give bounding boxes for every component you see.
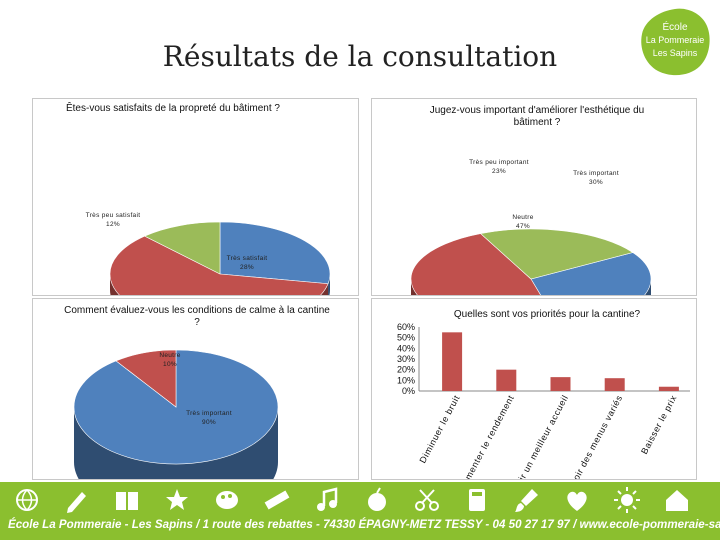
pie-slice-label: Neutre [159, 352, 180, 359]
calculator-icon [469, 489, 485, 511]
bar [658, 386, 679, 391]
pie-slice-value: 30% [589, 179, 603, 186]
sun-icon [614, 487, 640, 513]
pie-slice [115, 349, 177, 408]
house-icon [666, 490, 688, 511]
chart-panel-calme: Comment évaluez-vous les conditions de c… [32, 298, 359, 480]
pie-slice [109, 235, 329, 295]
footer-contact: École La Pommeraie - Les Sapins / 1 rout… [8, 518, 720, 531]
pie-slice-side [74, 407, 278, 479]
pie-slice-value: 10% [163, 361, 177, 368]
pie-chart-esthetique: Très important 30% Neutre 47% Très peu impor… [410, 159, 652, 295]
pie-slice-label: Très peu important [469, 159, 529, 166]
heart-icon [567, 491, 587, 511]
y-tick-label: 0% [402, 386, 415, 396]
brush-icon [515, 489, 538, 512]
page-title: Résultats de la consultation [162, 40, 558, 73]
pie-chart-calme: Très important 90% Neutre 10% [73, 349, 279, 479]
ruler-icon [264, 490, 290, 510]
pencil-icon [67, 492, 86, 513]
y-tick-label: 30% [397, 354, 415, 364]
bar [604, 378, 625, 391]
logo-line-2: La Pommeraie [646, 35, 705, 45]
chart-panel-priorites: Quelles sont vos priorités pour la canti… [371, 298, 697, 480]
pie-slice-value: 90% [202, 419, 216, 426]
bar [550, 377, 571, 391]
music-note-icon [317, 487, 338, 511]
pie-slice-value: 28% [240, 264, 254, 271]
scissors-icon [415, 489, 439, 511]
apple-icon [368, 487, 386, 511]
pie-slice-label: Très peu satisfait [86, 212, 141, 219]
y-tick-label: 10% [397, 375, 415, 385]
footer-bar: École La Pommeraie - Les Sapins / 1 rout… [0, 482, 720, 540]
pie-slice-value: 47% [516, 223, 530, 230]
pie-slice-value: 12% [106, 221, 120, 228]
y-tick-label: 40% [397, 343, 415, 353]
bar-chart-priorites: 0%10%20%30%40%50%60% Diminuer le bruitAug… [397, 322, 690, 479]
chart-panel-esthetique: Jugez-vous important d'améliorer l'esthé… [371, 98, 697, 296]
pie-slice [530, 252, 652, 295]
chart-title: Quelles sont vos priorités pour la canti… [453, 309, 641, 320]
star-icon [166, 489, 188, 510]
pie-slice-value: 23% [492, 168, 506, 175]
bar [496, 369, 517, 391]
chart-title: Jugez-vous important d'améliorer l'esthé… [429, 105, 645, 128]
x-category-label: Avoir un meilleur accueil [509, 393, 571, 479]
pie-side [74, 407, 278, 479]
chart-title: Êtes-vous satisfaits de la propreté du b… [65, 103, 280, 114]
palette-icon [216, 491, 238, 509]
pie-slice [410, 233, 541, 295]
book-icon [116, 492, 138, 510]
globe-icon [16, 489, 38, 512]
x-category-label: Avoir des menus variés [566, 393, 625, 479]
pie-slice-label: Très important [186, 410, 232, 417]
pie-slice-side [644, 279, 651, 295]
pie-slice-label: Très satisfait [227, 255, 268, 262]
pie-slice [480, 228, 634, 280]
pie-side [411, 279, 651, 295]
x-category-label: Diminuer le bruit [417, 393, 461, 465]
logo-line-3: Les Sapins [653, 48, 698, 58]
chart-panel-proprete: Êtes-vous satisfaits de la propreté du b… [32, 98, 359, 296]
x-category-label: Augmenter le rendement [455, 393, 517, 479]
school-logo-icon: École La Pommeraie Les Sapins [641, 8, 710, 76]
bar [442, 332, 463, 391]
pie-slice-label: Très important [573, 170, 619, 177]
pie-slice [143, 221, 221, 275]
x-category-label: Baisser le prix [639, 393, 679, 456]
chart-title: Comment évaluez-vous les conditions de c… [64, 305, 330, 328]
y-tick-label: 20% [397, 365, 415, 375]
logo-line-1: École [662, 20, 687, 33]
pie-slice-side [411, 279, 418, 295]
y-tick-label: 60% [397, 322, 415, 332]
pie-slice [219, 221, 331, 285]
pie-slice-label: Neutre [512, 214, 533, 221]
y-tick-label: 50% [397, 333, 415, 343]
